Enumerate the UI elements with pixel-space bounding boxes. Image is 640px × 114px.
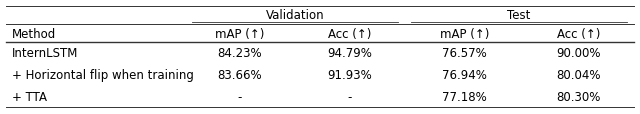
Text: Method: Method (12, 27, 56, 40)
Text: 76.57%: 76.57% (442, 47, 486, 60)
Text: 90.00%: 90.00% (556, 47, 601, 60)
Text: Acc (↑): Acc (↑) (328, 27, 371, 40)
Text: 83.66%: 83.66% (218, 69, 262, 81)
Text: Test: Test (508, 9, 531, 22)
Text: + Horizontal flip when training: + Horizontal flip when training (12, 69, 193, 81)
Text: InternLSTM: InternLSTM (12, 47, 78, 60)
Text: mAP (↑): mAP (↑) (215, 27, 265, 40)
Text: -: - (348, 90, 352, 103)
Text: 84.23%: 84.23% (218, 47, 262, 60)
Text: 94.79%: 94.79% (327, 47, 372, 60)
Text: 91.93%: 91.93% (328, 69, 372, 81)
Text: 76.94%: 76.94% (442, 69, 486, 81)
Text: mAP (↑): mAP (↑) (440, 27, 489, 40)
Text: Acc (↑): Acc (↑) (557, 27, 600, 40)
Text: Validation: Validation (266, 9, 324, 22)
Text: -: - (238, 90, 242, 103)
Text: 77.18%: 77.18% (442, 90, 486, 103)
Text: + TTA: + TTA (12, 90, 47, 103)
Text: 80.30%: 80.30% (557, 90, 601, 103)
Text: 80.04%: 80.04% (556, 69, 601, 81)
